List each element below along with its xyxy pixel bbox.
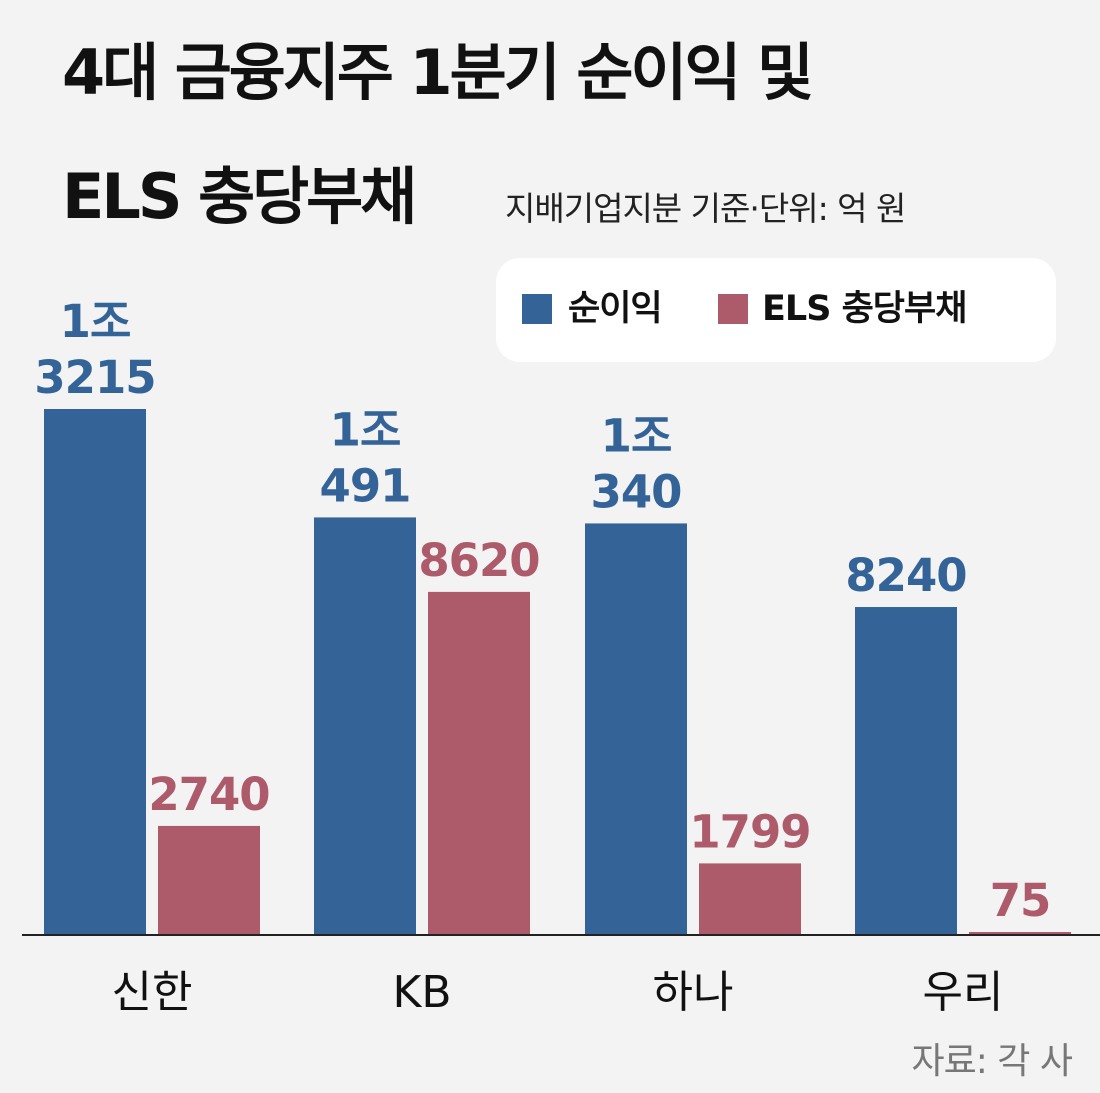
legend: 순이익 ELS 충당부채 [496, 258, 1056, 362]
legend-label-net-income: 순이익 [568, 289, 663, 329]
x-tick-label-신한: 신한 [112, 967, 193, 1018]
data-label-우리-ELS 충당부채-0: 75 [990, 874, 1051, 927]
legend-label-els-provision: ELS 충당부채 [762, 289, 967, 329]
bar-신한-순이익 [44, 409, 146, 935]
bar-신한-ELS 충당부채 [158, 825, 260, 935]
data-label-하나-ELS 충당부채-0: 1799 [689, 805, 810, 858]
legend-swatch-els-provision [718, 294, 748, 324]
chart-title-line2: ELS 충당부채 [62, 160, 417, 233]
data-label-신한-순이익-1: 3215 [34, 351, 155, 404]
bar-KB-ELS 충당부채 [428, 591, 530, 935]
data-label-우리-순이익-0: 8240 [845, 549, 966, 602]
chart-subtitle: 지배기업지분 기준·단위: 억 원 [505, 189, 906, 228]
chart-title-line1: 4대 금융지주 1분기 순이익 및 [62, 36, 814, 109]
legend-swatch-net-income [522, 294, 552, 324]
data-label-KB-순이익-0: 1조 [330, 403, 401, 456]
data-label-하나-순이익-0: 1조 [601, 409, 672, 462]
x-tick-label-KB: KB [392, 967, 451, 1018]
data-label-KB-순이익-1: 491 [320, 459, 411, 512]
data-label-신한-순이익-0: 1조 [60, 295, 131, 348]
bar-하나-ELS 충당부채 [699, 863, 801, 935]
data-label-KB-ELS 충당부채-0: 8620 [418, 534, 539, 587]
bar-KB-순이익 [314, 517, 416, 935]
data-label-신한-ELS 충당부채-0: 2740 [148, 768, 269, 821]
data-label-하나-순이익-1: 340 [591, 465, 682, 518]
x-tick-label-우리: 우리 [923, 967, 1004, 1018]
x-tick-label-하나: 하나 [653, 967, 734, 1018]
bar-우리-ELS 충당부채 [969, 932, 1071, 935]
bar-하나-순이익 [585, 523, 687, 935]
source-note: 자료: 각 사 [911, 1041, 1073, 1082]
bar-우리-순이익 [855, 607, 957, 935]
